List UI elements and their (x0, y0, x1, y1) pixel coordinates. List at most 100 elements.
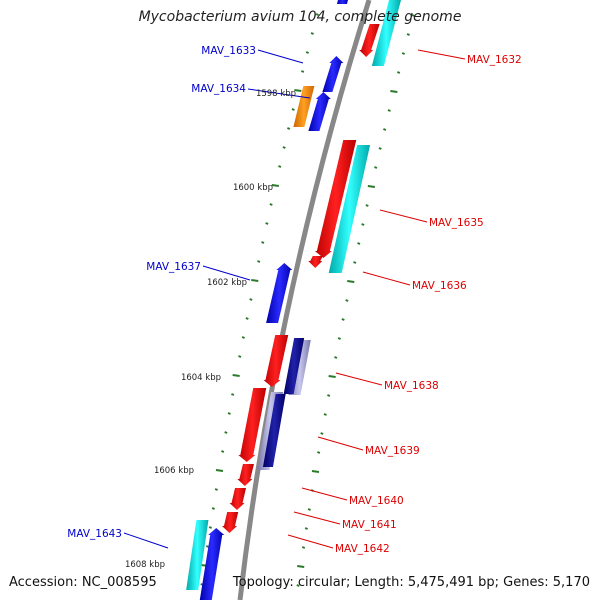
tick-mark (317, 451, 321, 454)
tick-mark (347, 280, 355, 283)
tick-mark (406, 33, 410, 36)
cds-forward-block[interactable] (199, 528, 225, 600)
tick-mark (227, 412, 231, 415)
tick-mark (211, 507, 215, 510)
cds-forward-block[interactable] (266, 263, 293, 323)
gene-label-mav-1638[interactable]: MAV_1638 (384, 380, 439, 392)
tick-mark (390, 90, 398, 93)
tick-mark (323, 413, 327, 416)
kbp-label-1608: 1608 kbp (125, 560, 165, 570)
tick-mark (310, 32, 314, 35)
tick-mark (245, 317, 249, 320)
tick-mark (374, 166, 378, 169)
gene-label-mav-1642[interactable]: MAV_1642 (335, 543, 390, 555)
gene-label-mav-1639[interactable]: MAV_1639 (365, 445, 420, 457)
tick-mark (337, 337, 341, 340)
genome-backbone (237, 0, 372, 600)
gene-label-mav-1643[interactable]: MAV_1643 (67, 528, 122, 540)
tick-mark (232, 374, 240, 377)
tick-mark (251, 279, 259, 282)
dark-feature-block[interactable] (262, 394, 286, 467)
tick-mark (387, 109, 391, 112)
tick-mark (334, 356, 338, 359)
tick-mark (378, 147, 382, 150)
tick-mark (215, 469, 224, 472)
tick-mark (208, 526, 213, 529)
tick-mark (278, 165, 282, 168)
tick-mark (282, 146, 286, 149)
kbp-label-1598: 1598 kbp (256, 89, 296, 99)
gene-label-mav-1634[interactable]: MAV_1634 (191, 83, 246, 95)
tick-mark (271, 184, 279, 187)
kbp-label-1600: 1600 kbp (233, 183, 273, 193)
gene-label-mav-1637[interactable]: MAV_1637 (146, 261, 201, 273)
leader-line (417, 49, 466, 60)
cds-forward-block[interactable] (322, 56, 344, 92)
leader-line (123, 532, 169, 549)
cds-forward-block[interactable] (308, 92, 331, 131)
tick-mark (257, 260, 261, 263)
tick-mark (214, 488, 218, 491)
tick-mark (401, 52, 406, 55)
tick-mark (367, 185, 375, 188)
gene-label-mav-1633[interactable]: MAV_1633 (201, 45, 256, 57)
leader-line (293, 511, 341, 525)
leader-line (317, 436, 364, 451)
tick-mark (296, 584, 300, 587)
leader-lines (123, 49, 466, 549)
gene-label-mav-1632[interactable]: MAV_1632 (467, 54, 522, 66)
cds-reverse-block[interactable] (314, 140, 357, 258)
topology-text: Topology: circular; Length: 5,475,491 bp… (232, 575, 590, 590)
tick-mark (238, 355, 242, 358)
cds-reverse-block[interactable] (237, 464, 254, 486)
tick-mark (353, 261, 357, 264)
cds-reverse-block[interactable] (359, 24, 380, 57)
cds-reverse-block[interactable] (308, 256, 323, 268)
leader-line (301, 487, 348, 501)
tick-mark (294, 89, 302, 92)
tick-mark (365, 204, 369, 207)
gene-labels: MAV_1632 MAV_1633 MAV_1634 MAV_1635 MAV_… (67, 45, 521, 555)
tick-mark (383, 128, 387, 131)
kbp-label-1604: 1604 kbp (181, 373, 221, 383)
tick-mark (315, 13, 319, 16)
cds-reverse-block[interactable] (221, 512, 239, 533)
tick-mark (361, 223, 365, 226)
gene-label-mav-1635[interactable]: MAV_1635 (429, 217, 484, 229)
cds-reverse-block[interactable] (263, 335, 289, 387)
leader-line (287, 534, 334, 549)
tick-mark (327, 394, 331, 397)
cds-forward-block[interactable] (336, 0, 348, 4)
gene-label-mav-1640[interactable]: MAV_1640 (349, 495, 404, 507)
leader-line (335, 372, 383, 386)
tick-mark (300, 70, 305, 73)
tick-mark (291, 108, 295, 111)
leader-line (362, 271, 411, 286)
gene-track-block[interactable] (371, 0, 401, 66)
tick-mark (328, 375, 336, 378)
gene-label-mav-1636[interactable]: MAV_1636 (412, 280, 467, 292)
tick-mark (307, 508, 311, 511)
tick-mark (301, 546, 306, 549)
gene-label-mav-1641[interactable]: MAV_1641 (342, 519, 397, 531)
outer-tick-ring (296, 14, 415, 587)
tick-mark (304, 527, 309, 530)
tick-mark (341, 318, 345, 321)
tick-mark (265, 222, 269, 225)
cds-reverse-block[interactable] (229, 488, 247, 510)
leader-line (202, 265, 251, 281)
dark-feature-block[interactable] (283, 338, 305, 394)
cds-reverse-block[interactable] (238, 388, 267, 462)
leader-line (247, 88, 311, 99)
tick-mark (357, 242, 361, 245)
leader-line (379, 209, 428, 223)
tick-mark (305, 51, 310, 54)
tick-mark (411, 14, 415, 17)
accession-text: Accession: NC_008595 (9, 575, 157, 590)
gene-track-block[interactable] (186, 520, 209, 590)
gene-track-block[interactable] (328, 145, 371, 273)
orange-feature-block[interactable] (293, 86, 315, 127)
tick-mark (297, 565, 305, 568)
